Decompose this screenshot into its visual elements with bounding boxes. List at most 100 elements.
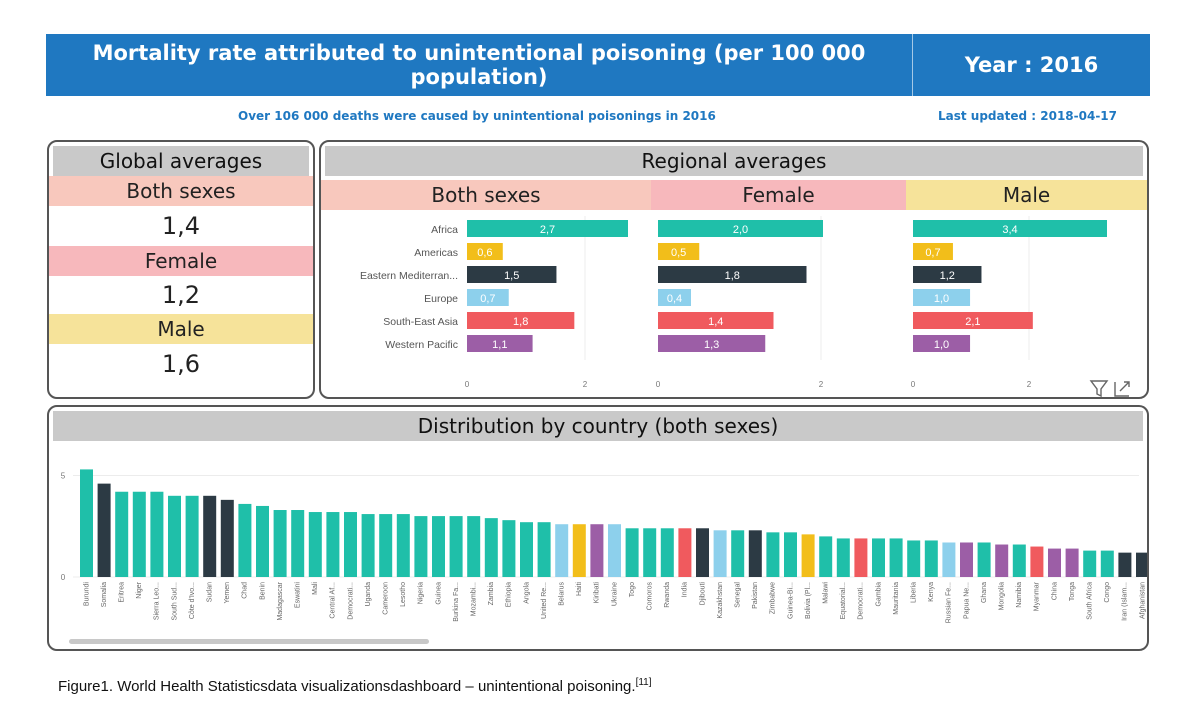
country-bar[interactable]: [572, 524, 586, 577]
country-bar[interactable]: [784, 532, 797, 577]
country-bar[interactable]: [1065, 548, 1079, 577]
country-bar[interactable]: [819, 536, 833, 577]
country-bar[interactable]: [766, 532, 780, 577]
region-bar[interactable]: [467, 335, 533, 352]
country-bar[interactable]: [361, 514, 375, 577]
country-bar[interactable]: [484, 518, 498, 577]
country-label: Zimbabwe: [770, 582, 777, 614]
dashboard-header: Mortality rate attributed to unintention…: [46, 34, 1150, 96]
country-bar[interactable]: [1083, 550, 1097, 577]
region-bar[interactable]: [467, 266, 557, 283]
country-bar[interactable]: [1012, 544, 1026, 577]
country-bar[interactable]: [713, 530, 727, 577]
country-bar[interactable]: [168, 495, 181, 577]
country-bar[interactable]: [203, 495, 217, 577]
horizontal-scrollbar[interactable]: [69, 639, 429, 644]
country-label: Democrati...: [347, 582, 354, 620]
country-label: Mozambi...: [471, 582, 478, 616]
country-bar[interactable]: [748, 530, 762, 577]
year-label: Year : 2016: [964, 53, 1099, 77]
region-bar[interactable]: [467, 243, 503, 260]
country-bar[interactable]: [396, 514, 410, 577]
country-bar[interactable]: [449, 516, 463, 577]
country-bar[interactable]: [238, 503, 252, 577]
country-bar[interactable]: [115, 491, 129, 577]
country-bar[interactable]: [414, 516, 428, 577]
country-bar[interactable]: [132, 491, 146, 577]
country-label: Liberia: [911, 582, 918, 603]
country-bar[interactable]: [326, 512, 340, 577]
country-label: Ethiopia: [506, 582, 513, 607]
region-bar[interactable]: [913, 312, 1033, 329]
region-label: Africa: [431, 224, 458, 236]
region-bar[interactable]: [658, 312, 774, 329]
region-bar[interactable]: [658, 243, 700, 260]
region-bar[interactable]: [658, 220, 823, 237]
region-bar[interactable]: [467, 220, 628, 237]
country-bar[interactable]: [854, 538, 868, 577]
country-bar[interactable]: [907, 540, 921, 577]
region-bar[interactable]: [913, 243, 953, 260]
country-bar[interactable]: [555, 524, 569, 577]
country-bar[interactable]: [590, 524, 604, 577]
country-bar[interactable]: [889, 538, 903, 577]
region-bar[interactable]: [467, 312, 575, 329]
country-label: Somalia: [101, 582, 108, 607]
country-bar[interactable]: [1100, 550, 1114, 577]
country-bar[interactable]: [256, 505, 269, 577]
region-bar[interactable]: [913, 220, 1107, 237]
country-bar[interactable]: [625, 528, 639, 577]
global-both-value: 1,4: [161, 212, 201, 240]
filter-icon[interactable]: [1089, 380, 1109, 397]
country-bar[interactable]: [995, 544, 1009, 577]
country-bar[interactable]: [273, 510, 287, 577]
region-bar[interactable]: [658, 335, 766, 352]
country-bar[interactable]: [80, 469, 93, 577]
country-label: Burkina Fa...: [453, 582, 460, 622]
country-bar[interactable]: [960, 542, 973, 577]
country-bar[interactable]: [432, 516, 445, 577]
country-bar[interactable]: [608, 524, 621, 577]
country-bar[interactable]: [379, 514, 393, 577]
country-bar[interactable]: [220, 499, 234, 577]
country-bar[interactable]: [467, 516, 481, 577]
country-bar[interactable]: [801, 534, 815, 577]
bar-value-label: 0,7: [925, 247, 940, 259]
region-bar[interactable]: [658, 266, 807, 283]
country-bar[interactable]: [344, 512, 357, 577]
country-label: Madagascar: [277, 581, 284, 620]
axis-tick-label: 0: [911, 380, 916, 389]
region-bar[interactable]: [913, 266, 982, 283]
country-bar[interactable]: [97, 483, 111, 577]
country-bar[interactable]: [185, 495, 199, 577]
region-bar[interactable]: [913, 289, 971, 306]
global-averages-title: Global averages: [53, 146, 309, 176]
global-female-value: 1,2: [161, 281, 201, 309]
country-bar[interactable]: [678, 528, 692, 577]
country-bar[interactable]: [1118, 552, 1132, 577]
country-bar[interactable]: [836, 538, 850, 577]
country-label: Guinea: [435, 582, 442, 605]
country-bar[interactable]: [696, 528, 709, 577]
country-bar[interactable]: [291, 510, 305, 577]
bar-value-label: 0,6: [477, 247, 492, 259]
country-bar[interactable]: [924, 540, 938, 577]
country-bar[interactable]: [660, 528, 674, 577]
country-bar[interactable]: [1048, 548, 1061, 577]
country-bar[interactable]: [502, 520, 516, 577]
country-bar[interactable]: [537, 522, 551, 577]
country-bar[interactable]: [150, 491, 164, 577]
region-bar[interactable]: [658, 289, 691, 306]
country-bar[interactable]: [520, 522, 533, 577]
focus-mode-icon[interactable]: [1114, 381, 1130, 397]
country-bar[interactable]: [977, 542, 991, 577]
country-bar[interactable]: [872, 538, 885, 577]
country-bar[interactable]: [1136, 552, 1147, 577]
region-bar[interactable]: [913, 335, 971, 352]
country-bar[interactable]: [1030, 546, 1044, 577]
country-bar[interactable]: [308, 512, 322, 577]
country-bar[interactable]: [643, 528, 657, 577]
country-bar[interactable]: [942, 542, 956, 577]
region-bar[interactable]: [467, 289, 509, 306]
country-bar[interactable]: [731, 530, 745, 577]
